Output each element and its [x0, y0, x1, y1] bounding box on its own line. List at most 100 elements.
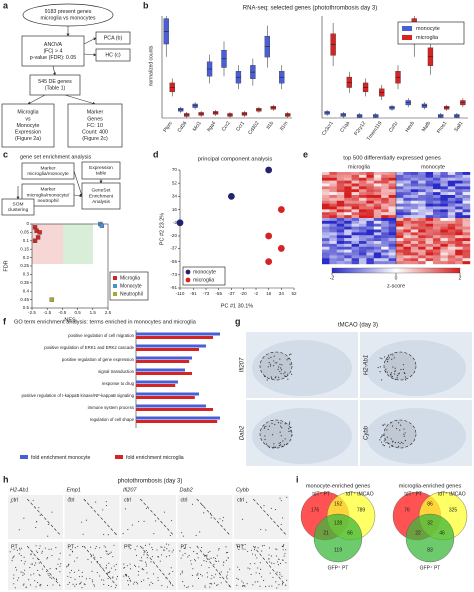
- stain-dot: [166, 586, 168, 588]
- stain-dot: [237, 566, 239, 568]
- heatmap-cell: [403, 220, 411, 224]
- heatmap-cell: [396, 229, 404, 233]
- stain-dot: [260, 568, 262, 570]
- heatmap-cell: [455, 252, 463, 256]
- set-label: tdT⁺ PT: [404, 491, 422, 497]
- chart-title: photothrombosis (day 3): [118, 479, 183, 485]
- stain-dot: [85, 519, 87, 521]
- heatmap-cell: [329, 241, 337, 245]
- stain-dot: [144, 544, 147, 546]
- lesion: [383, 419, 417, 449]
- stain-dot: [60, 563, 62, 565]
- y-tick-label: -20: [170, 233, 177, 238]
- stain-dot: [279, 571, 281, 574]
- point: [35, 235, 41, 240]
- heatmap-cell: [329, 192, 337, 196]
- heatmap-cell: [462, 174, 471, 178]
- heatmap-cell: [336, 192, 345, 196]
- stain-dot: [109, 570, 111, 572]
- stain-dot: [46, 570, 48, 573]
- stain-dot: [270, 365, 272, 367]
- stain-dot: [30, 554, 32, 556]
- heatmap-cell: [455, 261, 463, 265]
- heatmap-cell: [373, 197, 382, 201]
- stain-dot: [17, 579, 19, 581]
- heatmap-cell: [403, 226, 411, 230]
- heatmap-cell: [329, 249, 337, 253]
- y-tick-label: 0.4: [23, 288, 30, 293]
- stain-dot: [209, 586, 211, 588]
- stain-dot: [210, 578, 212, 580]
- heatmap-cell: [329, 258, 337, 262]
- heatmap-cell: [366, 172, 374, 176]
- heatmap-cell: [344, 249, 352, 253]
- heatmap-cell: [359, 232, 367, 236]
- stain-dot: [291, 434, 293, 436]
- heatmap-cell: [359, 197, 367, 201]
- heatmap-cell: [373, 186, 382, 190]
- heatmap-cell: [462, 238, 471, 242]
- stain-dot: [242, 585, 244, 587]
- stain-dot: [107, 572, 109, 574]
- heatmap-cell: [366, 177, 374, 181]
- heatmap-cell: [440, 232, 448, 236]
- stain-dot: [109, 552, 111, 554]
- heatmap-cell: [381, 186, 389, 190]
- heatmap-cell: [381, 172, 389, 176]
- stain-dot: [215, 560, 218, 562]
- heatmap-cell: [344, 192, 352, 196]
- heatmap-cell: [351, 232, 360, 236]
- y-tick-label: -73: [170, 272, 177, 277]
- stain-dot: [263, 426, 266, 428]
- heatmap-cell: [359, 255, 367, 259]
- heatmap-cell: [359, 192, 367, 196]
- stain-dot: [31, 551, 33, 553]
- stain-dot: [24, 560, 26, 562]
- heatmap-cell: [425, 203, 434, 207]
- heatmap-cell: [366, 192, 374, 196]
- heatmap-cell: [440, 215, 448, 219]
- stain-dot: [143, 552, 145, 554]
- heatmap-cell: [440, 206, 448, 210]
- heatmap-cell: [410, 200, 419, 204]
- heatmap-cell: [388, 255, 397, 259]
- venn-count: 46: [439, 530, 445, 536]
- heatmap-cell: [425, 261, 434, 265]
- stain-dot: [106, 572, 108, 574]
- heatmap-cell: [447, 195, 456, 199]
- stain-dot: [385, 358, 387, 360]
- bar: [136, 372, 192, 375]
- stain-dot: [381, 435, 383, 438]
- stain-dot: [182, 581, 184, 583]
- stain-dot: [23, 563, 25, 565]
- venn-count: 119: [334, 547, 342, 553]
- heatmap-cell: [396, 192, 404, 196]
- heatmap-cell: [396, 243, 404, 247]
- x-tick-label: Pros1: [436, 120, 449, 134]
- heatmap-cell: [410, 218, 419, 222]
- chart-title: principal component analysis: [198, 157, 273, 163]
- heatmap-cell: [396, 246, 404, 250]
- stain-dot: [108, 575, 110, 577]
- heatmap-cell: [455, 186, 463, 190]
- stain-dot: [78, 576, 80, 578]
- heatmap-cell: [418, 218, 426, 222]
- heatmap-cell: [351, 215, 360, 219]
- heatmap-cell: [359, 226, 367, 230]
- heatmap-cell: [351, 218, 360, 222]
- heatmap-cell: [344, 261, 352, 265]
- stain-dot: [379, 366, 382, 368]
- stain-dot: [170, 567, 172, 569]
- image-label: Ifi207: [240, 357, 246, 372]
- venn-count: 22: [415, 530, 421, 536]
- stain-dot: [276, 362, 278, 364]
- heatmap-cell: [322, 261, 330, 265]
- heatmap-cell: [381, 232, 389, 236]
- stain-dot: [285, 549, 287, 551]
- stain-dot: [163, 549, 165, 551]
- heatmap-cell: [336, 180, 345, 184]
- heatmap-cell: [351, 197, 360, 201]
- heatmap-cell: [447, 246, 456, 250]
- venn-count: 176: [311, 507, 320, 513]
- stain-dot: [102, 567, 104, 569]
